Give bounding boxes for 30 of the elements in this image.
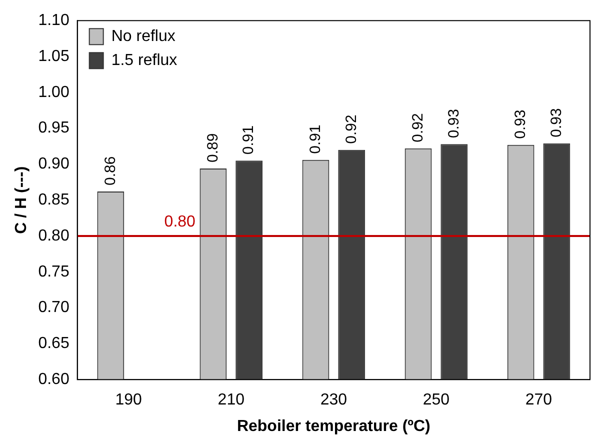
y-tick-label: 0.65 xyxy=(38,335,70,352)
data-label: 0.91 xyxy=(306,124,324,154)
data-label: 0.93 xyxy=(548,108,565,138)
data-label: 0.86 xyxy=(102,156,119,186)
legend-label: No reflux xyxy=(111,28,176,46)
y-tick-label: 1.05 xyxy=(38,48,70,65)
y-tick-label: 1.10 xyxy=(38,12,70,30)
legend-label: 1.5 reflux xyxy=(111,52,178,70)
x-axis-title: Reboiler temperature (ºC) xyxy=(236,418,430,435)
y-tick-label: 1.00 xyxy=(38,84,70,101)
data-label: 0.91 xyxy=(240,125,258,155)
data-label: 0.92 xyxy=(409,113,426,142)
x-tick-label: 190 xyxy=(115,392,142,409)
y-tick-label: 0.70 xyxy=(38,299,70,316)
data-label: 0.92 xyxy=(342,114,360,144)
x-tick-label: 250 xyxy=(422,392,450,409)
data-label: 0.93 xyxy=(512,110,529,139)
x-tick-label: 210 xyxy=(218,392,245,409)
y-tick-label: 0.75 xyxy=(38,263,70,280)
data-label: 0.93 xyxy=(445,108,462,138)
y-tick-label: 0.95 xyxy=(38,120,70,137)
y-tick-label: 0.60 xyxy=(38,371,70,388)
data-label: 0.89 xyxy=(204,133,222,163)
x-tick-label: 230 xyxy=(320,392,348,409)
x-tick-label: 270 xyxy=(525,392,552,409)
y-tick-label: 0.80 xyxy=(38,227,70,244)
y-tick-label: 0.90 xyxy=(38,156,70,173)
ref-line-label: 0.80 xyxy=(164,213,196,230)
y-axis-title: C / H (---) xyxy=(13,166,30,234)
y-tick-label: 0.85 xyxy=(38,192,70,209)
